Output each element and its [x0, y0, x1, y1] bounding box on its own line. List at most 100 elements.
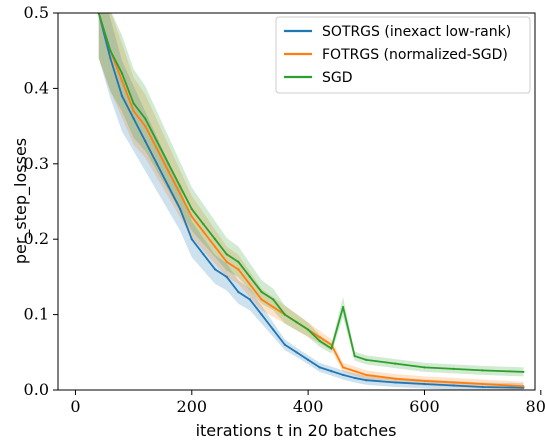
data-point-sotrgs-inexact-low-rank — [213, 268, 217, 271]
data-point-fotrgs-normalized-sgd — [260, 298, 263, 301]
data-point-fotrgs-normalized-sgd — [144, 125, 147, 128]
data-point-fotrgs-normalized-sgd — [155, 147, 158, 150]
data-point-sgd — [341, 305, 345, 309]
data-point-sgd — [213, 238, 217, 241]
legend-label: FOTRGS (normalized-SGD) — [322, 47, 508, 63]
x-tick-label: 0 — [70, 397, 80, 416]
data-point-fotrgs-normalized-sgd — [120, 79, 124, 82]
data-point-fotrgs-normalized-sgd — [481, 382, 484, 386]
data-point-fotrgs-normalized-sgd — [213, 245, 217, 248]
data-point-sgd — [295, 321, 298, 324]
data-point-sgd — [260, 290, 263, 294]
y-tick-label: 0.1 — [24, 305, 49, 324]
data-point-sgd — [452, 367, 455, 370]
y-tick-label: 0.0 — [24, 380, 49, 399]
data-point-sgd — [179, 185, 182, 188]
data-point-sotrgs-inexact-low-rank — [109, 57, 112, 60]
data-point-sgd — [132, 102, 135, 105]
data-point-fotrgs-normalized-sgd — [452, 381, 455, 384]
data-point-sotrgs-inexact-low-rank — [394, 381, 397, 384]
data-point-sotrgs-inexact-low-rank — [481, 385, 484, 389]
data-point-sotrgs-inexact-low-rank — [179, 207, 182, 211]
data-point-sgd — [272, 298, 275, 301]
legend: SOTRGS (inexact low-rank) FOTRGS (normali… — [275, 16, 531, 94]
data-point-fotrgs-normalized-sgd — [132, 109, 135, 113]
data-point-sgd — [120, 72, 124, 75]
data-point-sotrgs-inexact-low-rank — [237, 290, 240, 294]
data-point-sotrgs-inexact-low-rank — [272, 328, 275, 331]
data-point-fotrgs-normalized-sgd — [167, 170, 170, 173]
legend-label: SGD — [322, 70, 353, 86]
data-point-sgd — [353, 354, 356, 358]
data-point-sotrgs-inexact-low-rank — [155, 162, 158, 165]
data-point-sotrgs-inexact-low-rank — [283, 343, 286, 346]
data-point-fotrgs-normalized-sgd — [318, 336, 321, 339]
data-point-sgd — [394, 362, 397, 365]
data-point-sotrgs-inexact-low-rank — [144, 140, 147, 143]
data-point-sgd — [423, 366, 426, 369]
plot-frame — [57, 12, 536, 391]
data-point-sgd — [167, 162, 170, 165]
data-point-fotrgs-normalized-sgd — [365, 373, 368, 377]
data-point-sotrgs-inexact-low-rank — [522, 386, 525, 389]
x-tick-label: 200 — [177, 397, 208, 416]
x-tick-label: 800 — [526, 397, 545, 416]
y-tick-label: 0.3 — [24, 154, 49, 173]
y-tick-label: 0.5 — [24, 3, 49, 22]
data-point-fotrgs-normalized-sgd — [353, 370, 356, 373]
data-point-sotrgs-inexact-low-rank — [423, 382, 426, 386]
y-axis-label: per_step_losses — [11, 138, 31, 264]
data-point-sotrgs-inexact-low-rank — [167, 185, 170, 188]
legend-label: SOTRGS (inexact low-rank) — [322, 24, 511, 40]
data-point-sotrgs-inexact-low-rank — [330, 370, 333, 373]
data-point-sgd — [307, 328, 310, 331]
data-point-fotrgs-normalized-sgd — [225, 260, 228, 263]
legend-box — [275, 16, 531, 94]
data-point-sotrgs-inexact-low-rank — [353, 376, 356, 380]
data-point-sotrgs-inexact-low-rank — [452, 384, 455, 387]
x-tick-label: 400 — [293, 397, 324, 416]
data-point-sgd — [365, 358, 368, 361]
data-point-sotrgs-inexact-low-rank — [190, 238, 193, 241]
data-point-sotrgs-inexact-low-rank — [120, 94, 124, 98]
x-axis-label: iterations t in 20 batches — [196, 421, 397, 440]
data-point-fotrgs-normalized-sgd — [237, 268, 240, 271]
x-axis-ticks: 0 200 400 600 800 — [70, 390, 545, 416]
data-point-sgd — [155, 140, 158, 143]
data-point-sotrgs-inexact-low-rank — [295, 351, 298, 354]
data-point-sotrgs-inexact-low-rank — [307, 358, 310, 361]
data-point-sgd — [225, 253, 228, 256]
data-point-sotrgs-inexact-low-rank — [132, 117, 135, 120]
data-point-sgd — [202, 223, 205, 226]
data-point-sgd — [237, 260, 240, 263]
data-point-sgd — [109, 49, 112, 52]
x-tick-label: 600 — [409, 397, 440, 416]
data-point-sgd — [481, 369, 484, 372]
data-point-fotrgs-normalized-sgd — [248, 283, 252, 286]
series-lines — [97, 13, 525, 389]
data-point-fotrgs-normalized-sgd — [190, 215, 193, 218]
data-point-fotrgs-normalized-sgd — [522, 385, 525, 388]
data-point-sgd — [522, 370, 525, 374]
data-point-fotrgs-normalized-sgd — [423, 379, 426, 383]
data-point-fotrgs-normalized-sgd — [341, 366, 345, 369]
data-point-sotrgs-inexact-low-rank — [248, 298, 252, 301]
data-point-sgd — [248, 275, 252, 278]
data-point-sotrgs-inexact-low-rank — [365, 379, 368, 382]
data-point-sotrgs-inexact-low-rank — [318, 366, 321, 369]
y-tick-label: 0.4 — [24, 78, 49, 97]
y-axis-ticks: 0.0 0.1 0.2 0.3 0.4 0.5 — [24, 3, 58, 399]
data-point-fotrgs-normalized-sgd — [394, 377, 397, 380]
data-point-sotrgs-inexact-low-rank — [341, 373, 345, 377]
data-point-sgd — [144, 117, 147, 120]
data-point-sotrgs-inexact-low-rank — [202, 253, 205, 256]
data-point-sgd — [283, 313, 286, 316]
y-tick-label: 0.2 — [24, 229, 49, 248]
data-point-sotrgs-inexact-low-rank — [225, 275, 228, 278]
data-point-sotrgs-inexact-low-rank — [260, 313, 263, 316]
data-point-sgd — [190, 207, 193, 211]
data-point-sgd — [318, 339, 321, 343]
data-point-fotrgs-normalized-sgd — [179, 192, 182, 196]
data-point-fotrgs-normalized-sgd — [272, 305, 275, 309]
